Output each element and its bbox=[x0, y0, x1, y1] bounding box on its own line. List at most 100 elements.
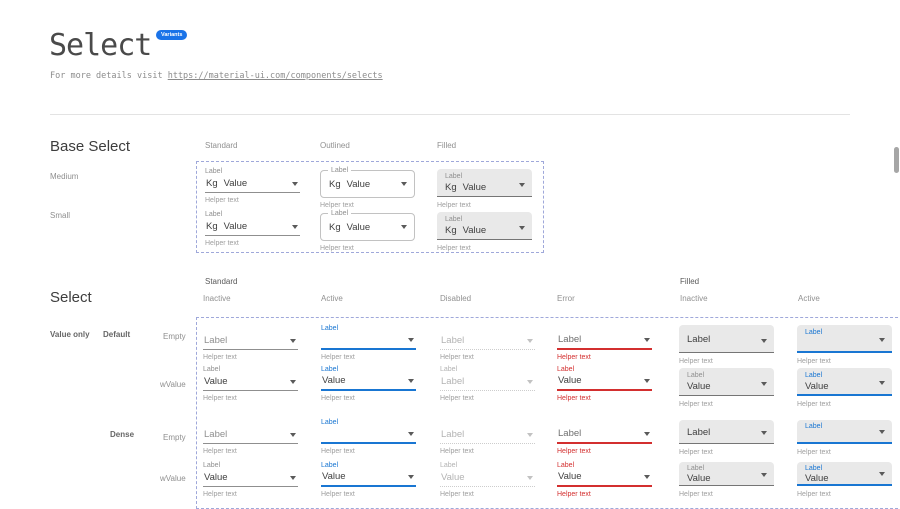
select-trigger[interactable]: Label bbox=[797, 420, 892, 444]
select-label: Label bbox=[687, 465, 705, 472]
dropdown-arrow-icon bbox=[519, 226, 525, 230]
select-trigger[interactable]: Label bbox=[203, 428, 298, 444]
dropdown-arrow-icon bbox=[408, 379, 414, 383]
select-trigger[interactable]: Value bbox=[321, 375, 416, 391]
select-trigger[interactable]: Label bbox=[557, 334, 652, 350]
select-label: Label bbox=[440, 366, 458, 373]
select-filled-active-wvalue: Label Value Helper text bbox=[797, 368, 892, 409]
select-label: Label bbox=[805, 329, 823, 336]
base-select-boundary bbox=[196, 161, 544, 253]
header-divider bbox=[50, 114, 850, 115]
select-trigger[interactable]: Label Value bbox=[679, 462, 774, 486]
base-row-medium: Medium bbox=[50, 172, 79, 181]
base-standard-medium-select: Label Kg Value Helper text bbox=[205, 167, 300, 205]
helper-text: Helper text bbox=[679, 358, 713, 365]
select-trigger[interactable]: Value bbox=[203, 375, 298, 391]
helper-text: Helper text bbox=[557, 354, 591, 361]
select-value: Value bbox=[805, 381, 829, 392]
select-trigger[interactable]: Label bbox=[440, 334, 535, 350]
group-standard: Standard bbox=[205, 277, 238, 286]
select-trigger[interactable]: Label bbox=[440, 375, 535, 391]
helper-text: Helper text bbox=[797, 449, 831, 456]
select-standard-inactive-wvalue: Label Value Helper text bbox=[203, 365, 298, 403]
select-trigger[interactable]: Value bbox=[203, 471, 298, 487]
dropdown-arrow-icon bbox=[644, 475, 650, 479]
dropdown-arrow-icon bbox=[527, 380, 533, 384]
select-trigger[interactable]: Label bbox=[679, 420, 774, 444]
select-trigger[interactable]: Label Kg Value bbox=[320, 209, 415, 241]
vertical-scrollbar-thumb[interactable] bbox=[894, 147, 899, 173]
select-trigger[interactable]: Label bbox=[797, 325, 892, 353]
select-trigger[interactable]: Kg Value bbox=[205, 220, 300, 236]
select-trigger[interactable] bbox=[321, 428, 416, 444]
select-trigger[interactable]: Label bbox=[203, 334, 298, 350]
select-trigger[interactable]: Label Value bbox=[679, 368, 774, 396]
helper-text: Helper text bbox=[205, 197, 239, 204]
select-value: Value bbox=[441, 472, 465, 483]
select-value: Kg Value bbox=[445, 225, 487, 236]
helper-text: Helper text bbox=[440, 491, 474, 498]
select-label: Label bbox=[557, 462, 575, 469]
base-row-small: Small bbox=[50, 211, 71, 220]
select-docs-page: { "header": { "title": "Select", "badge"… bbox=[49, 28, 900, 509]
base-outlined-medium-select: Label Kg Value Helper text bbox=[320, 166, 415, 210]
select-adornment: Kg bbox=[445, 225, 457, 236]
dropdown-arrow-icon bbox=[401, 225, 407, 229]
select-placeholder: Label bbox=[441, 335, 465, 346]
select-trigger[interactable]: Label Value bbox=[797, 368, 892, 396]
select-trigger[interactable]: Value bbox=[557, 375, 652, 391]
select-value: Value bbox=[322, 375, 346, 386]
dropdown-arrow-icon bbox=[527, 433, 533, 437]
dropdown-arrow-icon bbox=[290, 339, 296, 343]
variants-badge: Variants bbox=[156, 30, 188, 40]
row-default-empty: Empty bbox=[163, 332, 186, 341]
select-label: Label bbox=[445, 173, 463, 180]
select-filled-inactive-wvalue: Label Value Helper text bbox=[679, 368, 774, 409]
dropdown-arrow-icon bbox=[761, 339, 767, 343]
select-value: Label bbox=[441, 376, 465, 387]
select-adornment: Kg bbox=[329, 221, 341, 233]
helper-text: Helper text bbox=[203, 395, 237, 402]
select-label: Label bbox=[321, 366, 339, 373]
select-dense-standard-error-empty: Label Helper text bbox=[557, 418, 652, 456]
dropdown-arrow-icon bbox=[292, 182, 298, 186]
helper-text: Helper text bbox=[679, 401, 713, 408]
select-trigger[interactable]: Label bbox=[679, 325, 774, 353]
helper-text: Helper text bbox=[437, 202, 471, 209]
material-ui-link[interactable]: https://material-ui.com/components/selec… bbox=[167, 71, 383, 81]
select-trigger[interactable]: Label bbox=[440, 428, 535, 444]
helper-text: Helper text bbox=[321, 354, 355, 361]
select-value: Value bbox=[346, 221, 371, 233]
select-label: Label bbox=[328, 209, 352, 218]
base-select-heading: Base Select bbox=[50, 138, 131, 155]
helper-text: Helper text bbox=[321, 448, 355, 455]
base-filled-small-select: Label Kg Value Helper text bbox=[437, 212, 532, 253]
select-standard-disabled-empty: Label Helper text bbox=[440, 324, 535, 362]
select-standard-active-wvalue: Label Value Helper text bbox=[321, 365, 416, 403]
select-value: Value bbox=[687, 473, 711, 484]
select-trigger[interactable]: Value bbox=[321, 471, 416, 487]
select-trigger[interactable]: Label Kg Value bbox=[437, 212, 532, 240]
select-trigger[interactable]: Kg Value bbox=[205, 177, 300, 193]
select-trigger[interactable]: Label Value bbox=[797, 462, 892, 486]
select-trigger[interactable]: Value bbox=[557, 471, 652, 487]
select-trigger[interactable]: Value bbox=[440, 471, 535, 487]
helper-text: Helper text bbox=[797, 401, 831, 408]
select-label: Label bbox=[445, 216, 463, 223]
select-value: Value bbox=[346, 178, 371, 190]
select-dense-standard-inactive-empty: Label Helper text bbox=[203, 418, 298, 456]
select-label: Label bbox=[440, 462, 458, 469]
helper-text: Helper text bbox=[205, 240, 239, 247]
base-column-filled: Filled bbox=[437, 141, 457, 150]
select-trigger[interactable] bbox=[321, 334, 416, 350]
select-trigger[interactable]: Label Kg Value bbox=[320, 166, 415, 198]
select-trigger[interactable]: Label Kg Value bbox=[437, 169, 532, 197]
helper-text: Helper text bbox=[320, 245, 354, 252]
select-trigger[interactable]: Label bbox=[557, 428, 652, 444]
dropdown-arrow-icon bbox=[879, 472, 885, 476]
dropdown-arrow-icon bbox=[879, 430, 885, 434]
state-error: Error bbox=[557, 294, 575, 303]
select-value: Value bbox=[322, 471, 346, 482]
base-column-outlined: Outlined bbox=[320, 141, 350, 150]
group-filled: Filled bbox=[680, 277, 700, 286]
